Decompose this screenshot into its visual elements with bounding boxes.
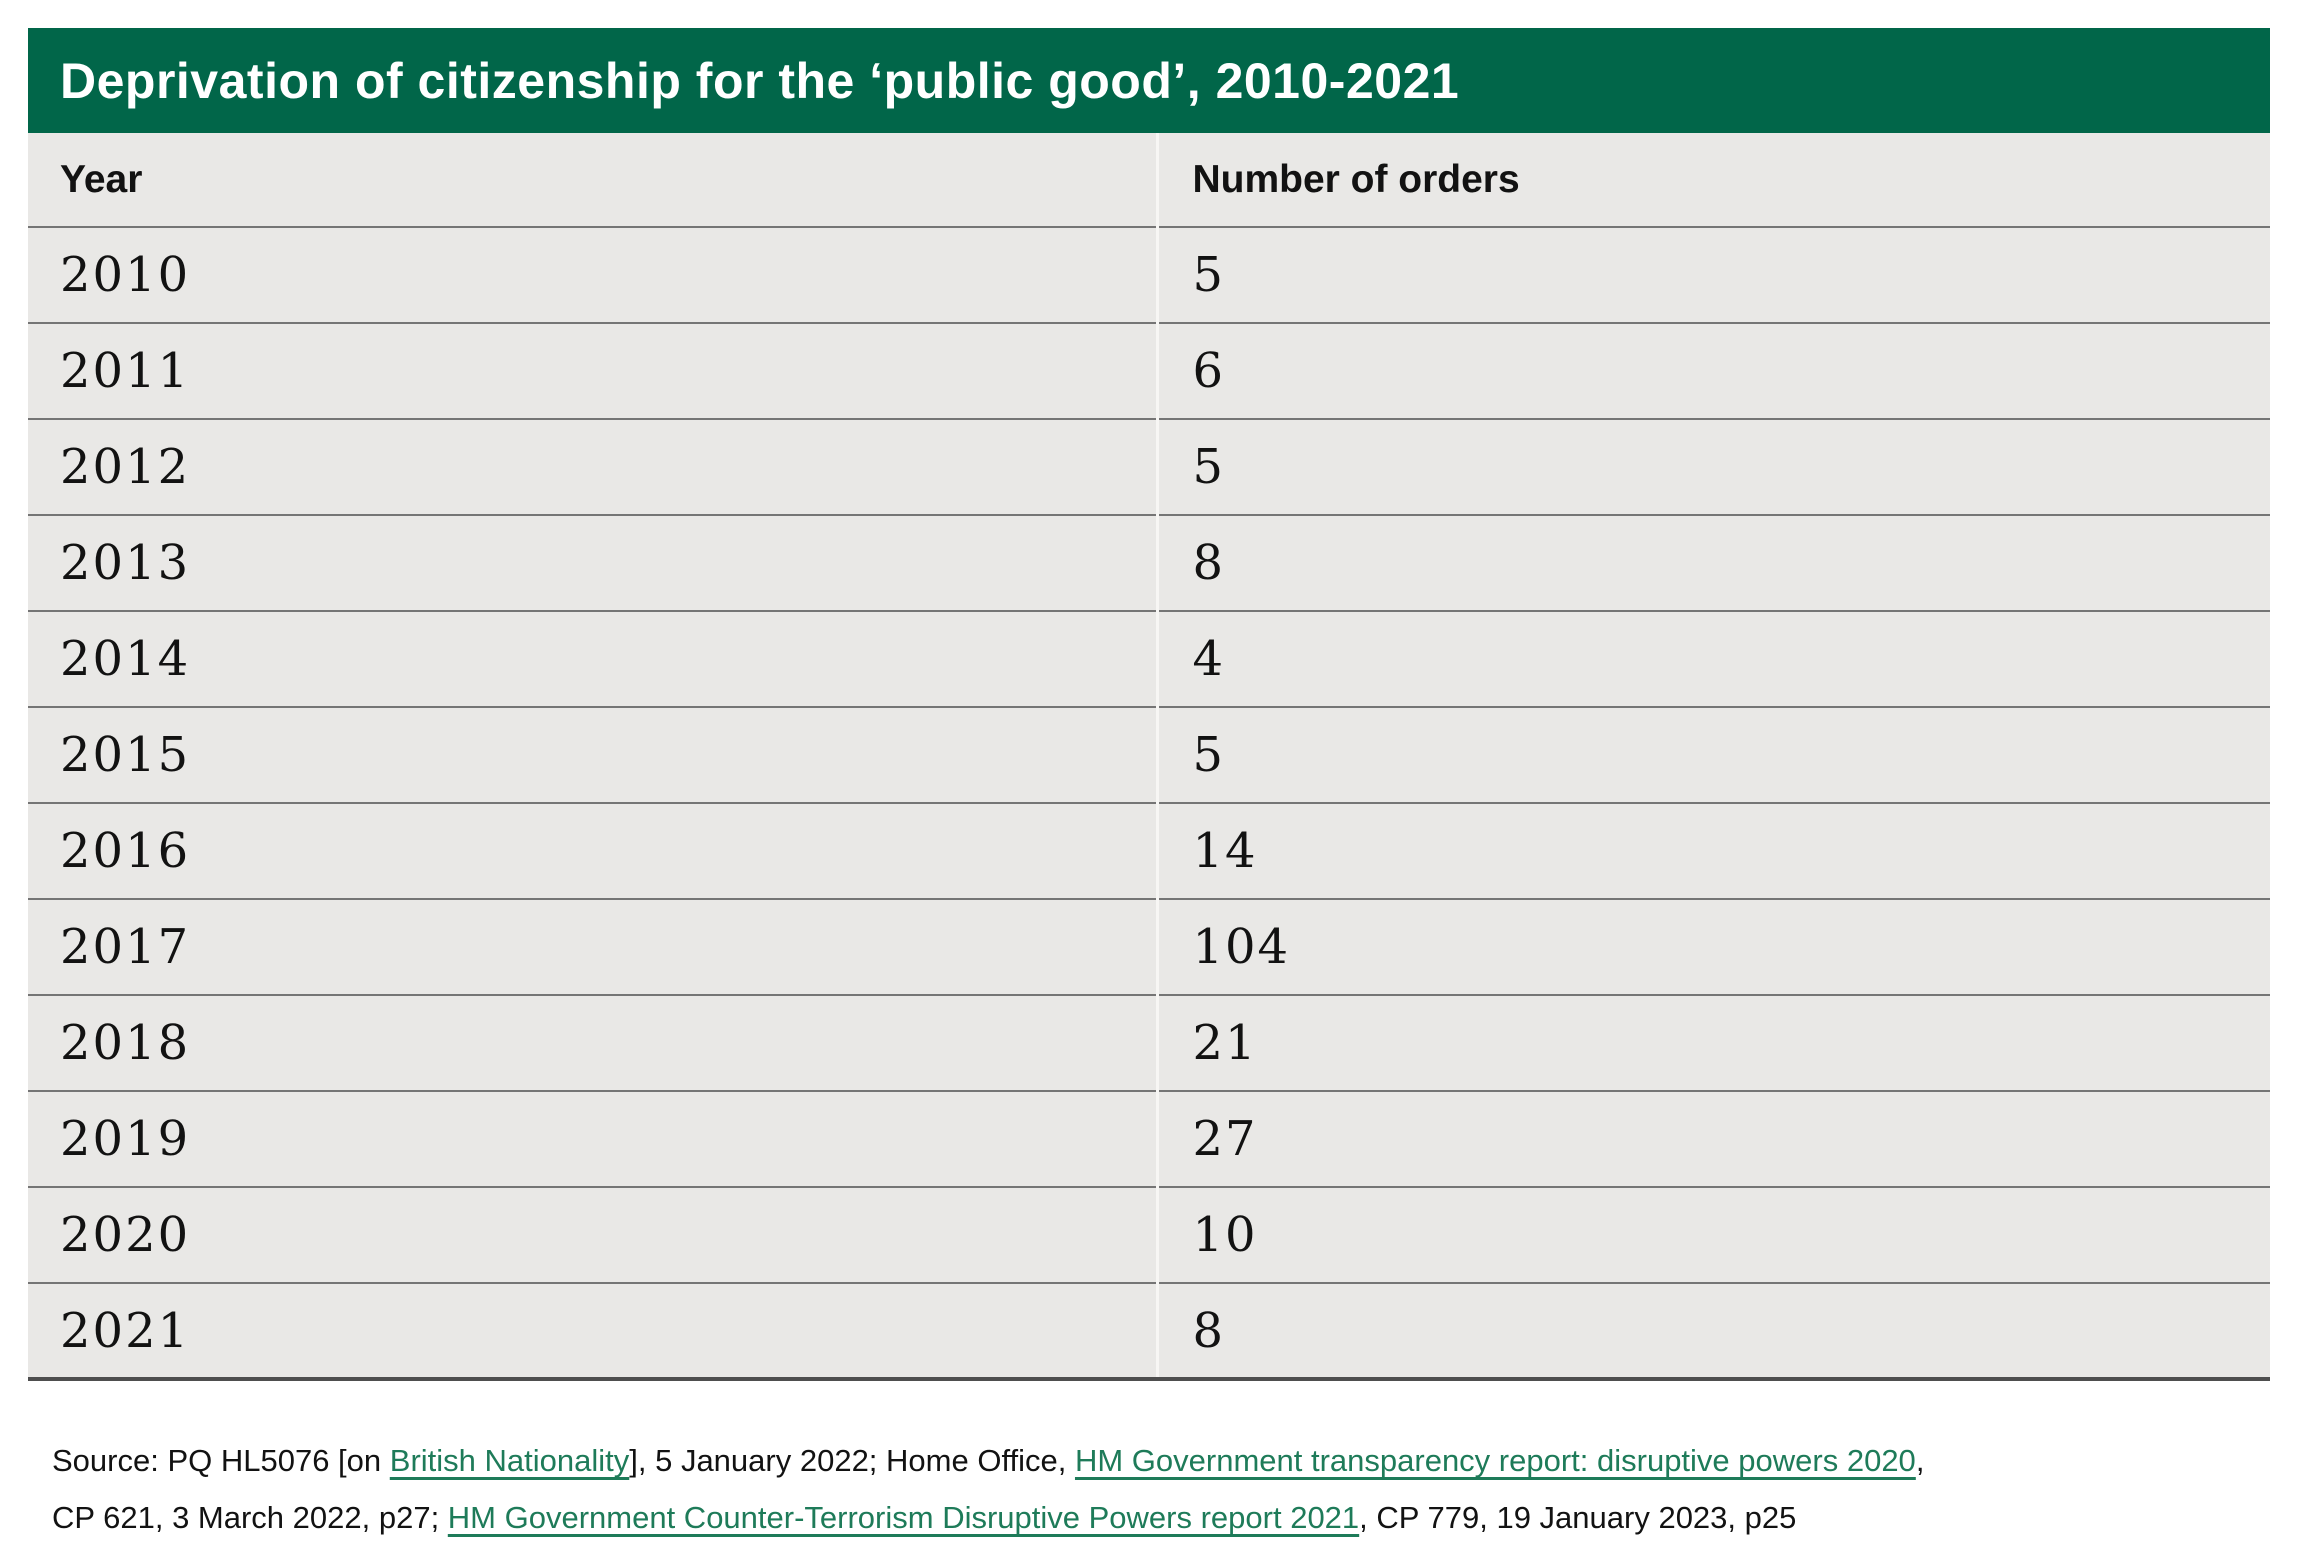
source-note: Source: PQ HL5076 [on British Nationalit… bbox=[52, 1432, 2272, 1546]
source-text: CP 621, 3 March 2022, p27; bbox=[52, 1500, 448, 1535]
year-cell: 2021 bbox=[60, 1302, 191, 1359]
source-text: Source: PQ HL5076 [on bbox=[52, 1443, 390, 1478]
source-text: , CP 779, 19 January 2023, p25 bbox=[1359, 1500, 1797, 1535]
orders-cell: 14 bbox=[1156, 803, 2270, 899]
year-cell: 2015 bbox=[60, 727, 191, 783]
table-row: 2016 14 bbox=[28, 803, 2270, 899]
source-line: Source: PQ HL5076 [on British Nationalit… bbox=[52, 1432, 2272, 1489]
orders-cell: 27 bbox=[1156, 1091, 2270, 1187]
year-cell: 2020 bbox=[60, 1207, 191, 1263]
table-row: 2017 104 bbox=[28, 899, 2270, 995]
table-row: 2013 8 bbox=[28, 515, 2270, 611]
header-row: Year Number of orders bbox=[28, 133, 2270, 227]
orders-cell: 5 bbox=[1156, 227, 2270, 323]
table-row: 2021 8 bbox=[28, 1283, 2270, 1379]
table-row: 2019 27 bbox=[28, 1091, 2270, 1187]
source-text: ], 5 January 2022; Home Office, bbox=[629, 1443, 1075, 1478]
orders-cell: 10 bbox=[1156, 1187, 2270, 1283]
table-row: 2014 4 bbox=[28, 611, 2270, 707]
table-row: 2020 10 bbox=[28, 1187, 2270, 1283]
orders-cell: 6 bbox=[1156, 323, 2270, 419]
source-link[interactable]: British Nationality bbox=[389, 1443, 630, 1478]
orders-cell: 4 bbox=[1156, 611, 2270, 707]
year-cell: 2017 bbox=[60, 919, 191, 975]
source-link[interactable]: HM Government Counter-Terrorism Disrupti… bbox=[447, 1500, 1360, 1535]
source-text: , bbox=[1915, 1443, 1925, 1478]
orders-cell: 5 bbox=[1156, 419, 2270, 515]
year-cell: 2013 bbox=[60, 535, 191, 591]
orders-cell: 5 bbox=[1156, 707, 2270, 803]
orders-cell: 104 bbox=[1156, 899, 2270, 995]
year-cell: 2010 bbox=[60, 247, 191, 303]
source-link[interactable]: HM Government transparency report: disru… bbox=[1074, 1443, 1916, 1478]
orders-cell: 8 bbox=[1156, 1283, 2270, 1379]
statistics-table-card: Deprivation of citizenship for the ‘publ… bbox=[28, 28, 2270, 1381]
year-cell: 2019 bbox=[60, 1111, 191, 1167]
source-line: CP 621, 3 March 2022, p27; HM Government… bbox=[52, 1489, 2272, 1546]
data-table: Year Number of orders 2010 5 2011 6 2012 5 201… bbox=[28, 133, 2270, 1381]
orders-column-header: Number of orders bbox=[1156, 133, 2270, 227]
year-cell: 2011 bbox=[60, 343, 191, 399]
orders-cell: 8 bbox=[1156, 515, 2270, 611]
year-cell: 2016 bbox=[60, 823, 191, 879]
orders-cell: 21 bbox=[1156, 995, 2270, 1091]
table-row: 2011 6 bbox=[28, 323, 2270, 419]
table-row: 2015 5 bbox=[28, 707, 2270, 803]
year-cell: 2012 bbox=[60, 439, 191, 495]
table-row: 2018 21 bbox=[28, 995, 2270, 1091]
table-title-bar: Deprivation of citizenship for the ‘publ… bbox=[28, 28, 2270, 133]
table-row: 2010 5 bbox=[28, 227, 2270, 323]
year-cell: 2018 bbox=[60, 1015, 191, 1071]
year-cell: 2014 bbox=[60, 631, 191, 687]
table-title: Deprivation of citizenship for the ‘publ… bbox=[60, 52, 1460, 109]
year-column-header: Year bbox=[60, 157, 143, 201]
table-row: 2012 5 bbox=[28, 419, 2270, 515]
